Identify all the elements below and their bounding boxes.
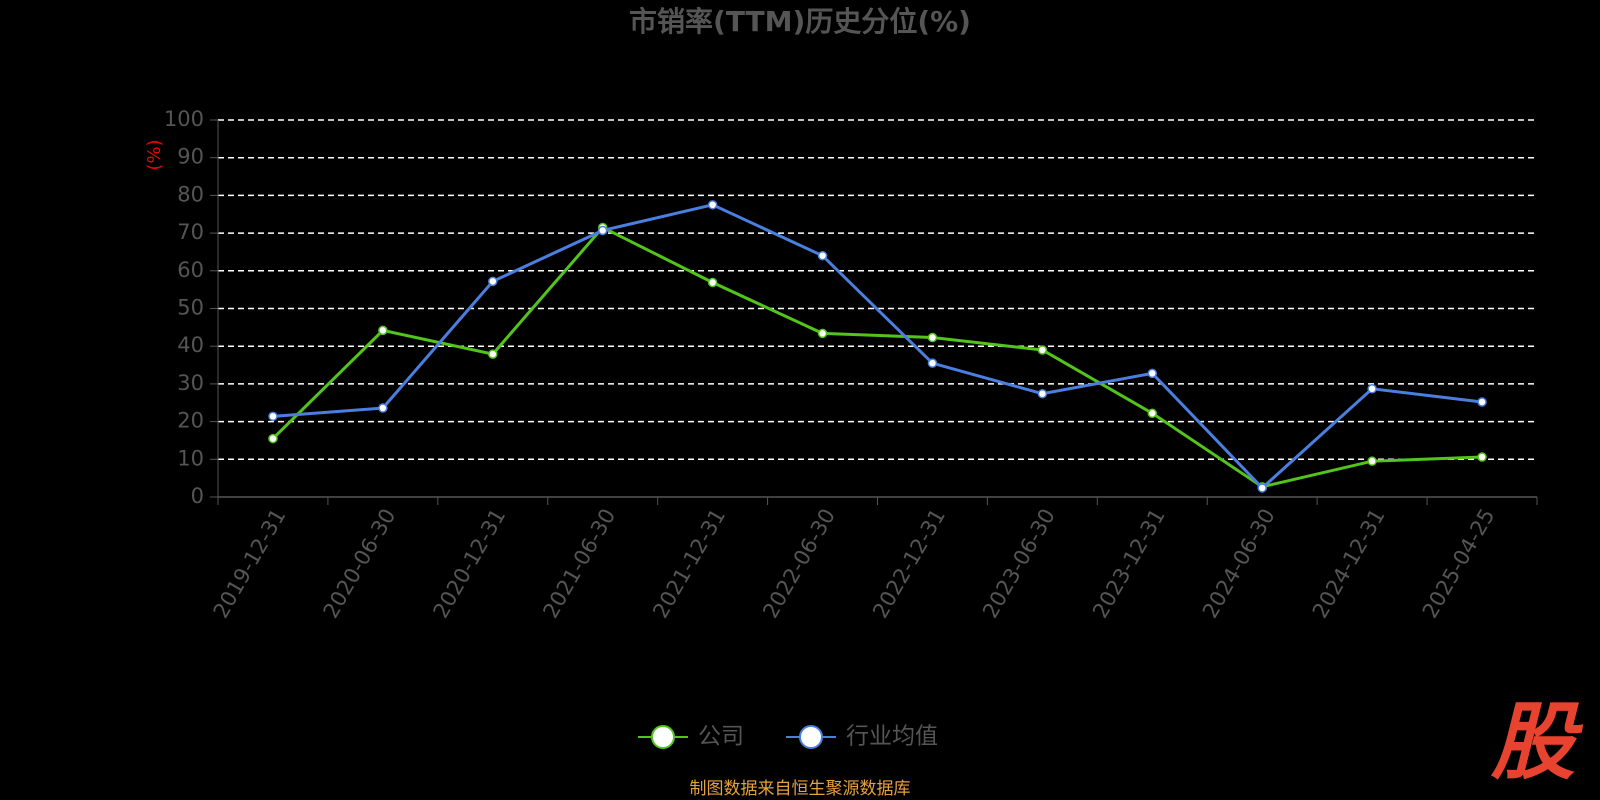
logo: 股 [1490, 693, 1584, 791]
data-point [1037, 345, 1048, 355]
data-point [707, 277, 718, 288]
y-tick-label: 70 [177, 220, 204, 244]
y-tick-label: 80 [177, 182, 204, 206]
legend-label: 行业均值 [846, 724, 938, 750]
data-point [488, 349, 498, 359]
legend-marker [651, 725, 675, 749]
source-note: 制图数据来自恒生聚源数据库 [690, 779, 911, 799]
data-point [378, 325, 388, 336]
data-point [1037, 388, 1048, 399]
data-point [1367, 456, 1377, 466]
data-point [707, 200, 718, 210]
chart-title: 市销率(TTM)历史分位(%) [629, 5, 971, 38]
data-point [817, 250, 828, 261]
y-tick-label: 20 [177, 409, 204, 433]
data-point [927, 358, 938, 368]
series-line [272, 203, 1483, 491]
y-tick-label: 100 [164, 107, 204, 131]
data-point [1147, 408, 1158, 419]
y-tick-label: 10 [177, 446, 204, 470]
y-tick-label: 40 [177, 333, 204, 357]
y-axis-label: (%) [144, 139, 165, 170]
y-tick-label: 0 [191, 484, 204, 508]
series-line [271, 225, 1483, 489]
y-tick-label: 90 [177, 145, 204, 169]
y-tick-label: 50 [177, 296, 204, 320]
data-point [268, 433, 278, 444]
data-point [1367, 384, 1377, 394]
data-point [268, 411, 278, 422]
data-point [488, 276, 498, 287]
y-tick-label: 60 [177, 258, 204, 282]
data-point [597, 225, 608, 236]
legend-label: 公司 [698, 724, 744, 750]
legend-marker [799, 725, 823, 749]
data-point [378, 403, 388, 413]
data-point [927, 332, 938, 343]
data-point [1477, 397, 1487, 407]
data-point [817, 328, 828, 339]
data-point [1147, 368, 1158, 379]
data-point [1257, 483, 1267, 493]
y-tick-label: 30 [177, 371, 204, 395]
data-point [1477, 452, 1487, 462]
